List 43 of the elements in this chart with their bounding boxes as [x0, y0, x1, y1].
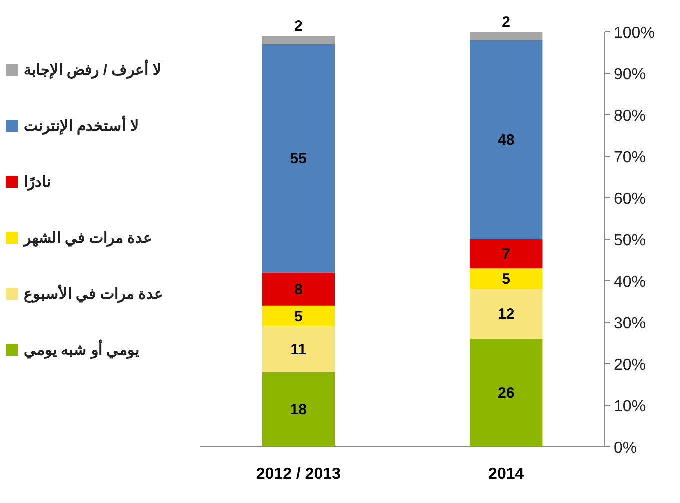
- data-label: 55: [290, 150, 307, 168]
- y-tick-label: 40%: [614, 274, 646, 291]
- y-tick-label: 100%: [614, 25, 655, 42]
- y-tick-label: 0%: [614, 440, 638, 457]
- data-label: 7: [502, 246, 511, 264]
- bar: [470, 240, 543, 269]
- legend-label: عدة مرات في الشهر: [23, 230, 153, 248]
- bar: [262, 372, 335, 447]
- data-label: 5: [294, 308, 303, 326]
- y-tick-label: 60%: [614, 191, 646, 208]
- bar: [470, 268, 543, 290]
- legend-label: لا أعرف / رفض الإجابة: [24, 59, 162, 79]
- data-label: 2: [502, 14, 511, 31]
- y-tick-label: 80%: [614, 108, 646, 125]
- bar: [470, 339, 543, 447]
- legend-label: نادرًا: [24, 174, 51, 191]
- data-label: 48: [498, 132, 515, 149]
- bar: [470, 32, 543, 40]
- y-tick-label: 30%: [614, 316, 646, 332]
- data-label: 11: [290, 341, 307, 358]
- bar: [470, 40, 543, 240]
- y-tick-label: 50%: [614, 232, 646, 250]
- legend-label: يومي أو شبه يومي: [24, 339, 140, 360]
- bar: [262, 44, 335, 273]
- x-tick-label: 2014: [488, 466, 524, 483]
- data-label: 8: [294, 281, 303, 298]
- bar: [262, 326, 335, 372]
- y-tick-label: 20%: [614, 357, 646, 374]
- y-tick-label: 10%: [614, 398, 646, 416]
- bar: [262, 36, 335, 44]
- y-tick-label: 70%: [614, 150, 646, 166]
- data-label: 5: [502, 270, 511, 288]
- bar: [470, 289, 543, 340]
- x-tick-label: 2012 / 2013: [256, 466, 342, 483]
- legend-label: لا أستخدم الإنترنت: [24, 115, 140, 135]
- data-label: 12: [498, 306, 515, 324]
- data-label: 26: [498, 385, 515, 402]
- y-tick-label: 90%: [614, 66, 646, 84]
- bar: [262, 306, 335, 327]
- data-label: 2: [294, 18, 303, 36]
- bar: [262, 272, 335, 306]
- legend-label: عدة مرات في الأسبوع: [24, 284, 164, 304]
- data-label: 18: [290, 402, 307, 419]
